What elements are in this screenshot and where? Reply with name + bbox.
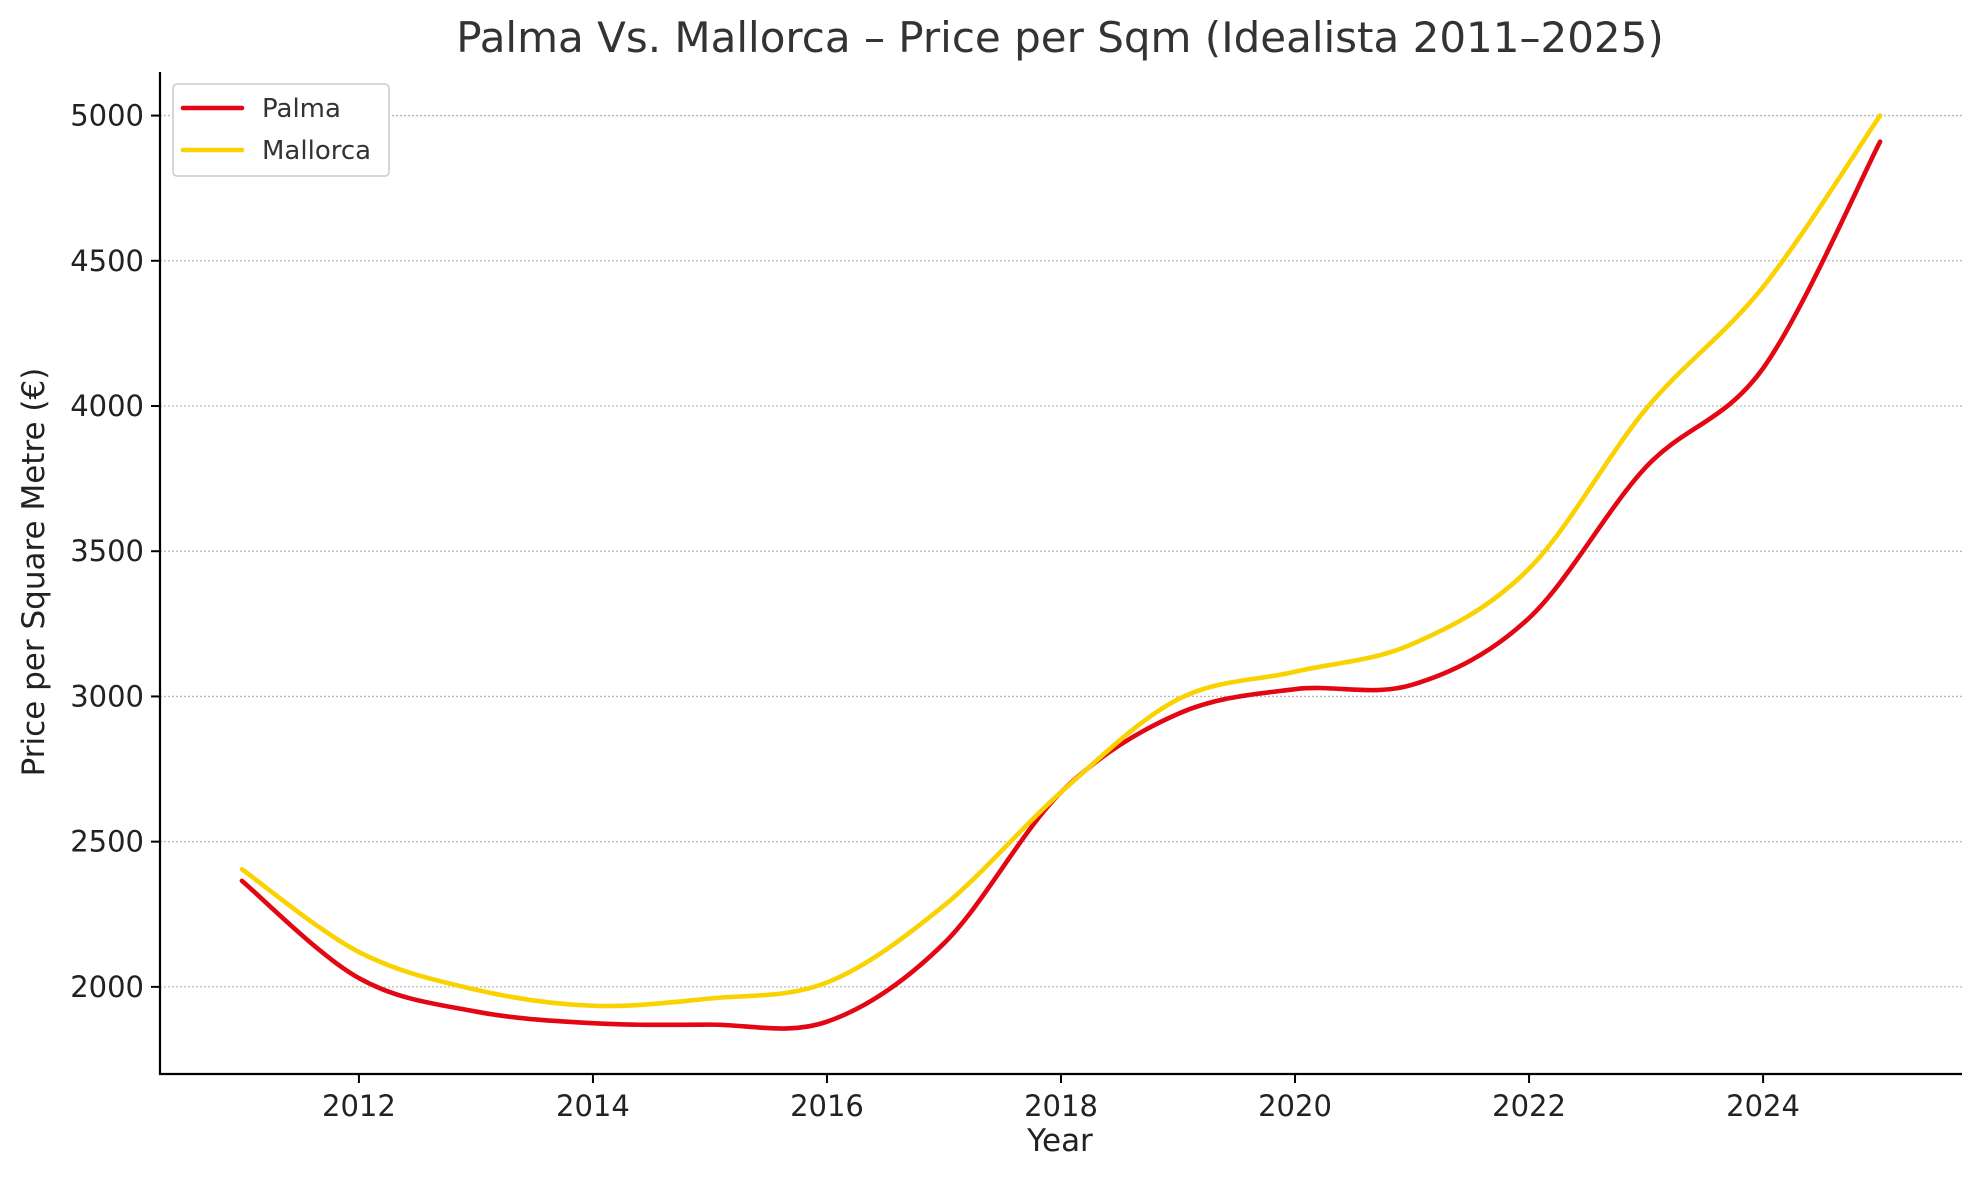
y-axis-label: Price per Square Metre (€) [16, 368, 52, 777]
legend: Palma Mallorca [172, 83, 390, 177]
y-axis-ticks: 2000 2500 3000 3500 4000 4500 5000 [70, 99, 160, 1004]
grid-lines [160, 114, 1962, 988]
y-tick-label: 3500 [70, 534, 144, 568]
x-axis-ticks: 2012 2014 2016 2018 2020 2022 2024 [322, 1074, 1800, 1123]
y-tick-label: 4000 [70, 389, 144, 423]
chart-title: Palma Vs. Mallorca – Price per Sqm (Idea… [456, 13, 1664, 62]
series-line-mallorca [239, 113, 1883, 1009]
y-tick-label: 2000 [70, 970, 144, 1004]
y-tick-label: 2500 [70, 825, 144, 859]
series-line-palma [239, 139, 1883, 1031]
legend-label-palma: Palma [262, 94, 341, 124]
axes [158, 72, 1962, 1076]
x-tick-label: 2020 [1258, 1089, 1332, 1123]
axis-spines [158, 72, 1962, 1076]
y-tick-label: 5000 [70, 99, 144, 133]
y-tick-label: 3000 [70, 679, 144, 713]
legend-label-mallorca: Mallorca [262, 136, 371, 166]
x-tick-label: 2018 [1024, 1089, 1098, 1123]
x-tick-label: 2016 [790, 1089, 864, 1123]
x-tick-label: 2024 [1726, 1089, 1800, 1123]
x-axis-label: Year [1026, 1123, 1093, 1159]
x-tick-label: 2014 [556, 1089, 630, 1123]
y-tick-label: 4500 [70, 244, 144, 278]
x-tick-label: 2012 [322, 1089, 396, 1123]
series-lines [239, 113, 1883, 1031]
x-tick-label: 2022 [1492, 1089, 1566, 1123]
